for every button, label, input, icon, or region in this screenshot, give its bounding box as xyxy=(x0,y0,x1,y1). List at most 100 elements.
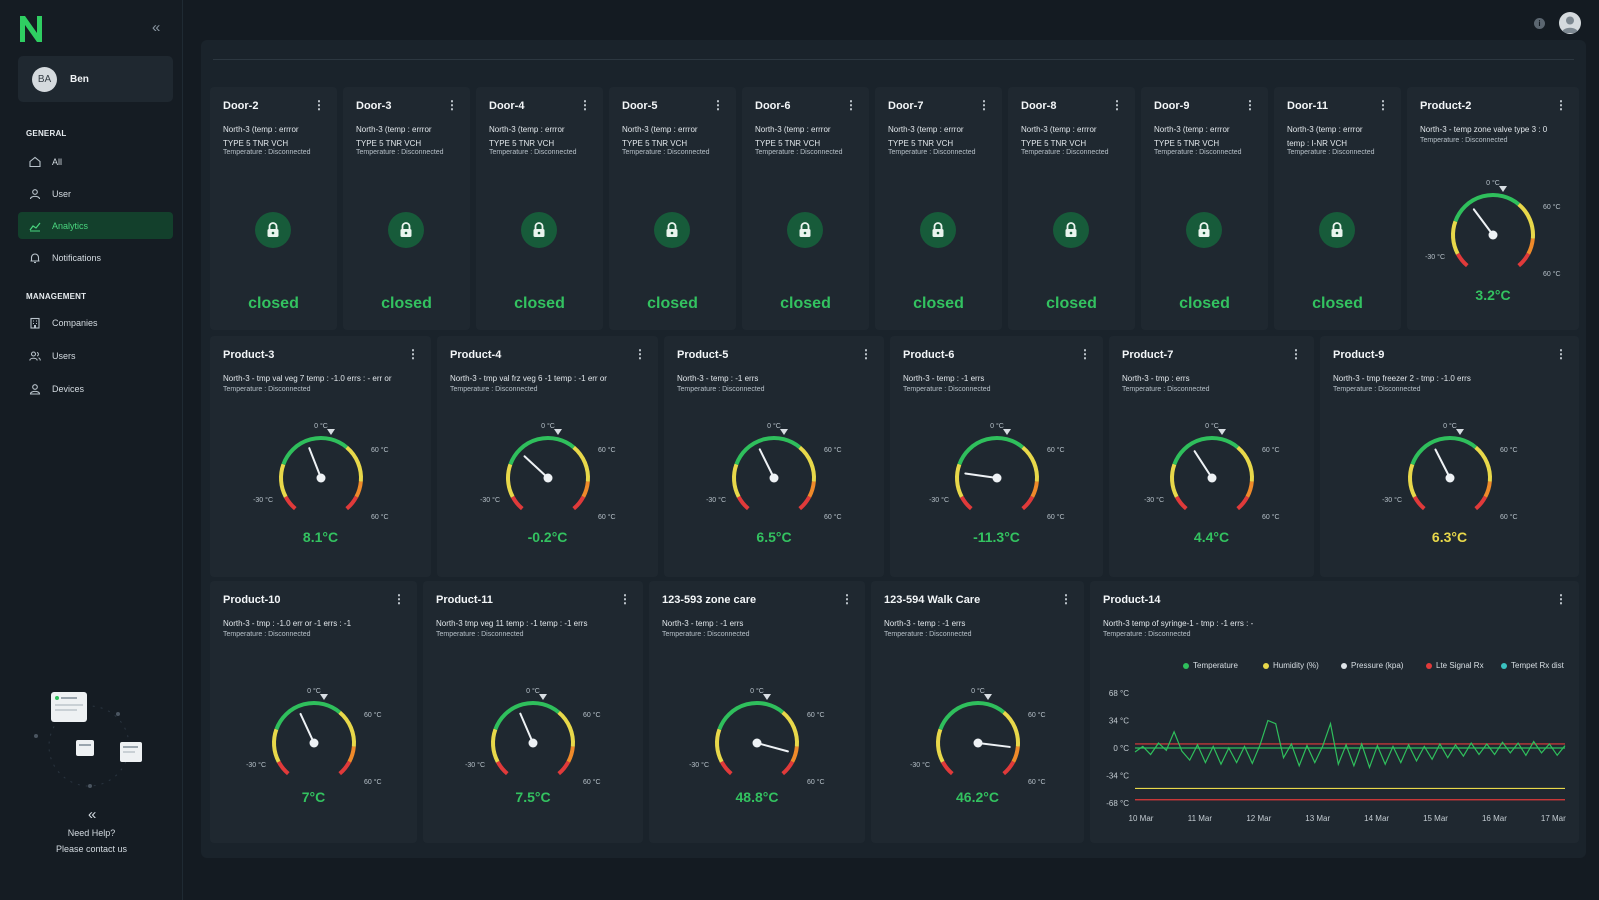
nav-item-all[interactable]: All xyxy=(18,148,173,175)
more-vertical-icon[interactable]: ⋮ xyxy=(446,98,458,112)
more-vertical-icon[interactable]: ⋮ xyxy=(1555,592,1567,606)
door-card[interactable]: Door-5 ⋮ North-3 (temp : errror TYPE 5 TNR … xyxy=(609,87,736,330)
more-vertical-icon[interactable]: ⋮ xyxy=(407,347,419,361)
nav-item-notifications[interactable]: Notifications xyxy=(18,244,173,271)
product-card[interactable]: Product-9 ⋮ North-3 - tmp freezer 2 - tmp … xyxy=(1320,336,1579,577)
more-vertical-icon[interactable]: ⋮ xyxy=(393,592,405,606)
door-card[interactable]: Door-7 ⋮ North-3 (temp : errror TYPE 5 TNR … xyxy=(875,87,1002,330)
help-contact-link[interactable]: Please contact us xyxy=(55,844,128,854)
nav-item-users[interactable]: Users xyxy=(18,342,173,369)
info-icon[interactable]: i xyxy=(1534,17,1545,29)
legend-item[interactable]: Tempet Rx dist xyxy=(1501,661,1564,670)
product-card[interactable]: Product-4 ⋮ North-3 - tmp val frz veg 6 -1… xyxy=(437,336,658,577)
card-title: Door-7 xyxy=(888,100,924,112)
divider xyxy=(213,59,1574,60)
nav-item-user[interactable]: User xyxy=(18,180,173,207)
product-card[interactable]: Product-11 ⋮ North-3 tmp veg 11 temp : -1 … xyxy=(423,581,643,843)
more-vertical-icon[interactable]: ⋮ xyxy=(1111,98,1123,112)
lock-icon xyxy=(255,212,291,248)
gauge-marker xyxy=(320,694,328,700)
nav-label: Notifications xyxy=(52,252,102,263)
temperature-series-line xyxy=(1134,719,1566,770)
gauge-needle xyxy=(977,742,1011,748)
gauge-tick-label: 60 °C xyxy=(598,513,616,521)
door-status: closed xyxy=(248,295,299,312)
gauge-tick-label: 60 °C xyxy=(807,778,825,786)
door-status: closed xyxy=(514,295,565,312)
gauge-marker xyxy=(1218,429,1226,435)
card-description: North-3 - tmp : -1.0 err or -1 errs : -1 xyxy=(223,619,352,628)
x-tick-label: 12 Mar xyxy=(1246,814,1271,823)
product-card[interactable]: Product-2 ⋮ North-3 - temp zone valve type… xyxy=(1407,87,1579,330)
product-card[interactable]: Product-6 ⋮ North-3 - temp : -1 errs Temper… xyxy=(890,336,1103,577)
card-description: North-3 - temp : -1 errs xyxy=(677,374,759,383)
card-title: Door-3 xyxy=(356,100,392,112)
product-card[interactable]: 123-594 Walk Care ⋮ North-3 - temp : -1 er… xyxy=(871,581,1084,843)
card-title: Product-5 xyxy=(677,349,729,361)
gauge-tick-label: 60 °C xyxy=(583,778,601,786)
gauge-tick-label: -30 °C xyxy=(706,496,726,504)
gauge-arc-segment xyxy=(495,760,509,776)
lock-icon xyxy=(1053,212,1089,248)
more-vertical-icon[interactable]: ⋮ xyxy=(860,347,872,361)
product-card[interactable]: Product-10 ⋮ North-3 - tmp : -1.0 err or -… xyxy=(210,581,417,843)
door-card[interactable]: Door-2 ⋮ North-3 (temp : errror TYPE 5 TNR … xyxy=(210,87,337,330)
y-tick-label: 34 °C xyxy=(1109,717,1129,726)
temperature-gauge: 0 °C 60 °C -30 °C 60 °C xyxy=(1425,179,1561,278)
more-vertical-icon[interactable]: ⋮ xyxy=(619,592,631,606)
gauge-needle xyxy=(299,712,315,744)
nav-label: Users xyxy=(52,350,76,361)
more-vertical-icon[interactable]: ⋮ xyxy=(1244,98,1256,112)
card-temperature-status: Temperature : Disconnected xyxy=(223,386,311,393)
legend-item[interactable]: Lte Signal Rx xyxy=(1426,661,1484,670)
nav-item-companies[interactable]: Companies xyxy=(18,309,173,336)
door-card[interactable]: Door-8 ⋮ North-3 (temp : errror TYPE 5 TNR … xyxy=(1008,87,1135,330)
lock-icon xyxy=(920,212,956,248)
nav-label: Companies xyxy=(52,317,98,328)
product-card[interactable]: Product-5 ⋮ North-3 - temp : -1 errs Temper… xyxy=(664,336,884,577)
card-description-line: TYPE 5 TNR VCH xyxy=(888,139,954,148)
more-vertical-icon[interactable]: ⋮ xyxy=(579,98,591,112)
legend-item[interactable]: Temperature xyxy=(1183,661,1238,670)
card-temperature-status: Temperature : Disconnected xyxy=(888,149,976,156)
more-vertical-icon[interactable]: ⋮ xyxy=(841,592,853,606)
card-description-line: TYPE 5 TNR VCH xyxy=(755,139,821,148)
door-card[interactable]: Door-3 ⋮ North-3 (temp : errror TYPE 5 TNR … xyxy=(343,87,470,330)
account-avatar-icon[interactable] xyxy=(1559,12,1581,34)
more-vertical-icon[interactable]: ⋮ xyxy=(978,98,990,112)
nav-item-analytics[interactable]: Analytics xyxy=(18,212,173,239)
door-card[interactable]: Door-11 ⋮ North-3 (temp : errror temp : I-N… xyxy=(1274,87,1401,330)
gauge-tick-label: -30 °C xyxy=(465,761,485,769)
more-vertical-icon[interactable]: ⋮ xyxy=(1555,347,1567,361)
more-vertical-icon[interactable]: ⋮ xyxy=(634,347,646,361)
gauge-value: 3.2°C xyxy=(1475,287,1511,303)
user-card[interactable]: BA Ben xyxy=(18,56,173,102)
more-vertical-icon[interactable]: ⋮ xyxy=(1060,592,1072,606)
gauge-arc-segment xyxy=(572,495,586,511)
more-vertical-icon[interactable]: ⋮ xyxy=(712,98,724,112)
nav-item-devices[interactable]: Devices xyxy=(18,375,173,402)
door-card[interactable]: Door-6 ⋮ North-3 (temp : errror TYPE 5 TNR … xyxy=(742,87,869,330)
legend-item[interactable]: Pressure (kpa) xyxy=(1341,661,1403,670)
gauge-needle-hub xyxy=(528,738,538,748)
more-vertical-icon[interactable]: ⋮ xyxy=(1377,98,1389,112)
more-vertical-icon[interactable]: ⋮ xyxy=(1555,98,1567,112)
gauge-tick-label: -30 °C xyxy=(480,496,500,504)
legend-item[interactable]: Humidity (%) xyxy=(1263,661,1319,670)
product-card[interactable]: 123-593 zone care ⋮ North-3 - temp : -1 er… xyxy=(649,581,865,843)
gauge-arc-segment xyxy=(1170,463,1179,498)
product-card[interactable]: Product-3 ⋮ North-3 - tmp val veg 7 temp :… xyxy=(210,336,431,577)
door-card[interactable]: Door-9 ⋮ North-3 (temp : errror TYPE 5 TNR … xyxy=(1141,87,1268,330)
door-card[interactable]: Door-4 ⋮ North-3 (temp : errror TYPE 5 TNR … xyxy=(476,87,603,330)
device-icon xyxy=(28,382,42,396)
help-chevron-icon[interactable]: « xyxy=(88,806,97,823)
product-card[interactable]: Product-7 ⋮ North-3 - tmp : errs Temperatur… xyxy=(1109,336,1314,577)
more-vertical-icon[interactable]: ⋮ xyxy=(1079,347,1091,361)
y-tick-label: -68 °C xyxy=(1106,799,1129,808)
more-vertical-icon[interactable]: ⋮ xyxy=(313,98,325,112)
nav-label: Devices xyxy=(52,383,85,394)
more-vertical-icon[interactable]: ⋮ xyxy=(1290,347,1302,361)
collapse-sidebar-icon[interactable]: « xyxy=(152,19,161,36)
more-vertical-icon[interactable]: ⋮ xyxy=(845,98,857,112)
gauge-tick-label: -30 °C xyxy=(253,496,273,504)
